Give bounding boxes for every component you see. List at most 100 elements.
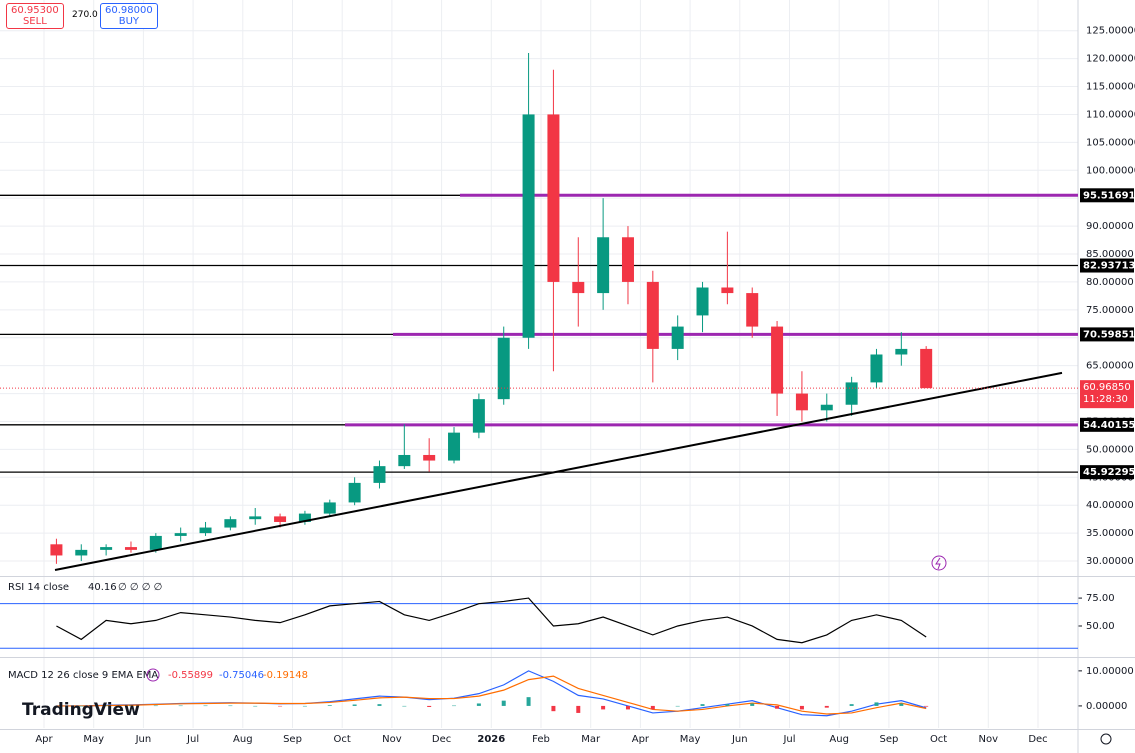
level-label: 95.51691 — [1083, 190, 1135, 201]
x-tick-label: Aug — [829, 734, 849, 745]
macd-value: -0.19148 — [263, 670, 308, 681]
candle-body — [870, 354, 883, 383]
x-tick-label: Aug — [233, 734, 253, 745]
candle-body — [373, 466, 386, 483]
candle-body — [323, 502, 336, 514]
x-tick-label: Jul — [186, 734, 199, 745]
candle-body — [50, 544, 63, 556]
histogram-bar — [327, 705, 332, 706]
candle-body — [820, 404, 833, 411]
x-tick-label: Mar — [581, 734, 601, 745]
candle-body — [621, 237, 634, 282]
candle-body — [472, 399, 485, 433]
level-label-box — [1080, 188, 1134, 203]
candle-body — [224, 519, 237, 528]
y-tick-label: 10.00000 — [1086, 666, 1134, 677]
candle-body — [75, 549, 88, 556]
histogram-bar — [526, 697, 531, 706]
y-tick-label: 50.00 — [1086, 621, 1115, 632]
candle-body — [795, 393, 808, 411]
histogram-bar — [799, 705, 804, 710]
histogram-bar — [352, 704, 357, 706]
settings-icon[interactable] — [1100, 733, 1112, 745]
y-tick-label: 125.00000 — [1086, 26, 1135, 37]
sell-button[interactable]: 60.95300 SELL — [6, 3, 64, 29]
histogram-bar — [725, 704, 730, 706]
candle-body — [721, 287, 734, 294]
x-tick-label: May — [83, 734, 104, 745]
candle-body — [597, 237, 610, 294]
series-line — [56, 675, 927, 715]
candle-body — [572, 281, 585, 294]
y-tick-label: 65.00000 — [1086, 361, 1134, 372]
macd-title: MACD 12 26 close 9 EMA EMA — [8, 670, 158, 681]
y-tick-label: 115.00000 — [1086, 82, 1135, 93]
candle-body — [696, 287, 709, 316]
x-tick-label: Dec — [432, 734, 451, 745]
y-tick-label: 120.00000 — [1086, 54, 1135, 65]
histogram-bar — [79, 705, 84, 707]
candle-body — [671, 326, 684, 349]
rsi-na: ∅ ∅ ∅ ∅ — [118, 582, 162, 593]
watermark: TradingView — [22, 700, 140, 720]
buy-button[interactable]: 60.98000 BUY — [100, 3, 158, 29]
histogram-bar — [650, 705, 655, 710]
candle-body — [124, 547, 137, 550]
x-tick-label: Sep — [879, 734, 898, 745]
x-tick-label: Oct — [930, 734, 947, 745]
candle-body — [646, 281, 659, 349]
x-tick-label: Feb — [532, 734, 550, 745]
histogram-bar — [501, 700, 506, 706]
x-tick-label: Apr — [35, 734, 53, 745]
candle-body — [174, 533, 187, 536]
histogram-bar — [675, 705, 680, 707]
histogram-bar — [427, 705, 432, 707]
y-tick-label: 75.00000 — [1086, 305, 1134, 316]
x-tick-label: Jul — [782, 734, 795, 745]
histogram-bar — [278, 705, 283, 707]
alert-icon[interactable] — [931, 555, 947, 571]
histogram-bar — [302, 705, 307, 707]
sell-label: SELL — [22, 16, 47, 27]
last-price-label: 60.96850 — [1083, 382, 1131, 393]
buy-label: BUY — [118, 16, 139, 27]
level-label: 70.59851 — [1083, 329, 1135, 340]
x-tick-label: Nov — [979, 734, 999, 745]
histogram-bar — [750, 703, 755, 706]
candle-body — [497, 337, 510, 400]
level-label-box — [1080, 258, 1134, 273]
macd-value: -0.75046 — [219, 670, 264, 681]
candle-body — [522, 114, 535, 338]
x-tick-label: 2026 — [477, 734, 505, 745]
candle-body — [845, 382, 858, 405]
x-tick-label: Jun — [135, 734, 152, 745]
y-tick-label: 40.00000 — [1086, 500, 1134, 511]
candle-body — [771, 326, 784, 394]
histogram-bar — [700, 704, 705, 706]
y-tick-label: 75.00 — [1086, 593, 1115, 604]
level-label-box — [1080, 417, 1134, 432]
buy-price: 60.98000 — [105, 5, 153, 16]
histogram-bar — [476, 703, 481, 706]
trendline — [54, 371, 1063, 571]
spread: 270.0 — [72, 10, 98, 20]
candle-body — [448, 432, 461, 461]
histogram-bar — [874, 702, 879, 706]
y-tick-label: 30.00000 — [1086, 556, 1134, 567]
y-tick-label: 100.00000 — [1086, 165, 1135, 176]
histogram-bar — [104, 705, 109, 707]
histogram-bar — [178, 705, 183, 707]
histogram-bar — [849, 704, 854, 706]
candle-body — [274, 516, 287, 522]
indicator-icon[interactable] — [146, 668, 160, 682]
candle-body — [149, 535, 162, 550]
histogram-bar — [377, 704, 382, 706]
candle-body — [348, 482, 361, 503]
histogram-bar — [253, 705, 258, 707]
y-tick-label: 35.00000 — [1086, 528, 1134, 539]
x-tick-label: Oct — [334, 734, 351, 745]
y-tick-label: 50.00000 — [1086, 444, 1134, 455]
y-tick-label: 0.00000 — [1086, 701, 1127, 712]
candle-body — [100, 547, 113, 550]
